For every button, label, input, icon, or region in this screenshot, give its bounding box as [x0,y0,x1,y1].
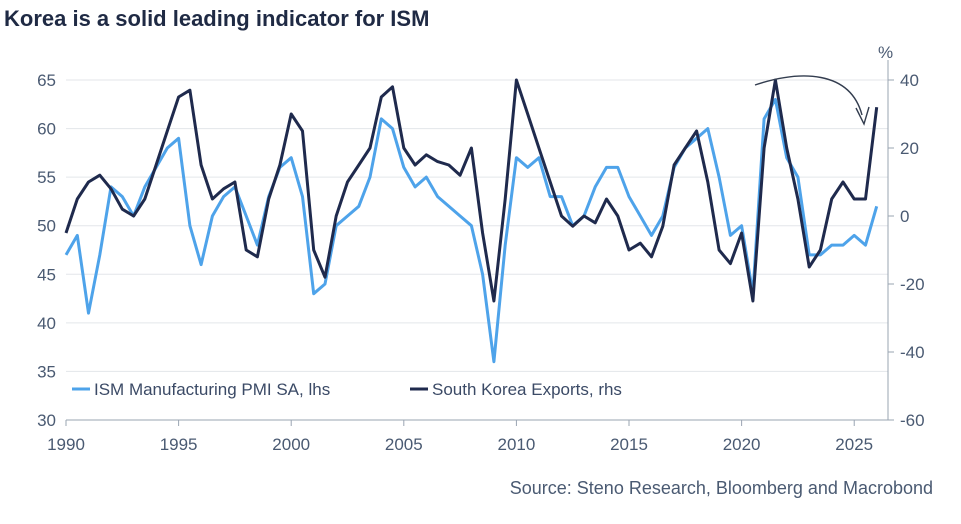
grid [66,79,888,372]
left-tick-label: 55 [37,168,56,187]
right-tick-label: -20 [900,275,925,294]
left-tick-label: 65 [37,71,56,90]
axes: 30 35 40 45 50 55 60 65 -60 -40 -20 0 20 40% 1990 1995 2… [37,43,925,454]
legend-background [68,378,678,404]
x-tick-label: 1990 [47,435,85,454]
left-tick-label: 45 [37,265,56,284]
left-tick-label: 40 [37,314,56,333]
korea-exports-line [64,78,879,303]
right-tick-label: -60 [900,411,925,430]
x-tick-label: 2025 [835,435,873,454]
legend: ISM Manufacturing PMI SA, lhs South Korea… [68,378,678,404]
right-tick-label: -40 [900,343,925,362]
x-tick-label: 2020 [723,435,761,454]
x-tick-label: 2015 [610,435,648,454]
arrow-curve [754,75,863,116]
legend-korea: South Korea Exports, rhs [432,380,622,399]
x-tick-label: 2010 [497,435,535,454]
left-tick-label: 30 [37,411,56,430]
annotation [754,75,870,126]
right-axis-unit: % [878,43,893,62]
x-tick-label: 2005 [385,435,423,454]
x-tick-label: 1995 [160,435,198,454]
right-tick-label: 20 [900,139,919,158]
left-tick-label: 50 [37,217,56,236]
left-tick-label: 35 [37,362,56,381]
ism-pmi-line [64,97,879,364]
x-tick-label: 2000 [272,435,310,454]
arrow-head [855,106,870,126]
right-tick-label: 40 [900,71,919,90]
chart-title: Korea is a solid leading indicator for I… [4,6,430,31]
series-group [64,78,879,364]
source-note: Source: Steno Research, Bloomberg and Ma… [509,478,933,498]
left-tick-label: 60 [37,120,56,139]
right-tick-label: 0 [900,207,909,226]
legend-ism: ISM Manufacturing PMI SA, lhs [94,380,330,399]
